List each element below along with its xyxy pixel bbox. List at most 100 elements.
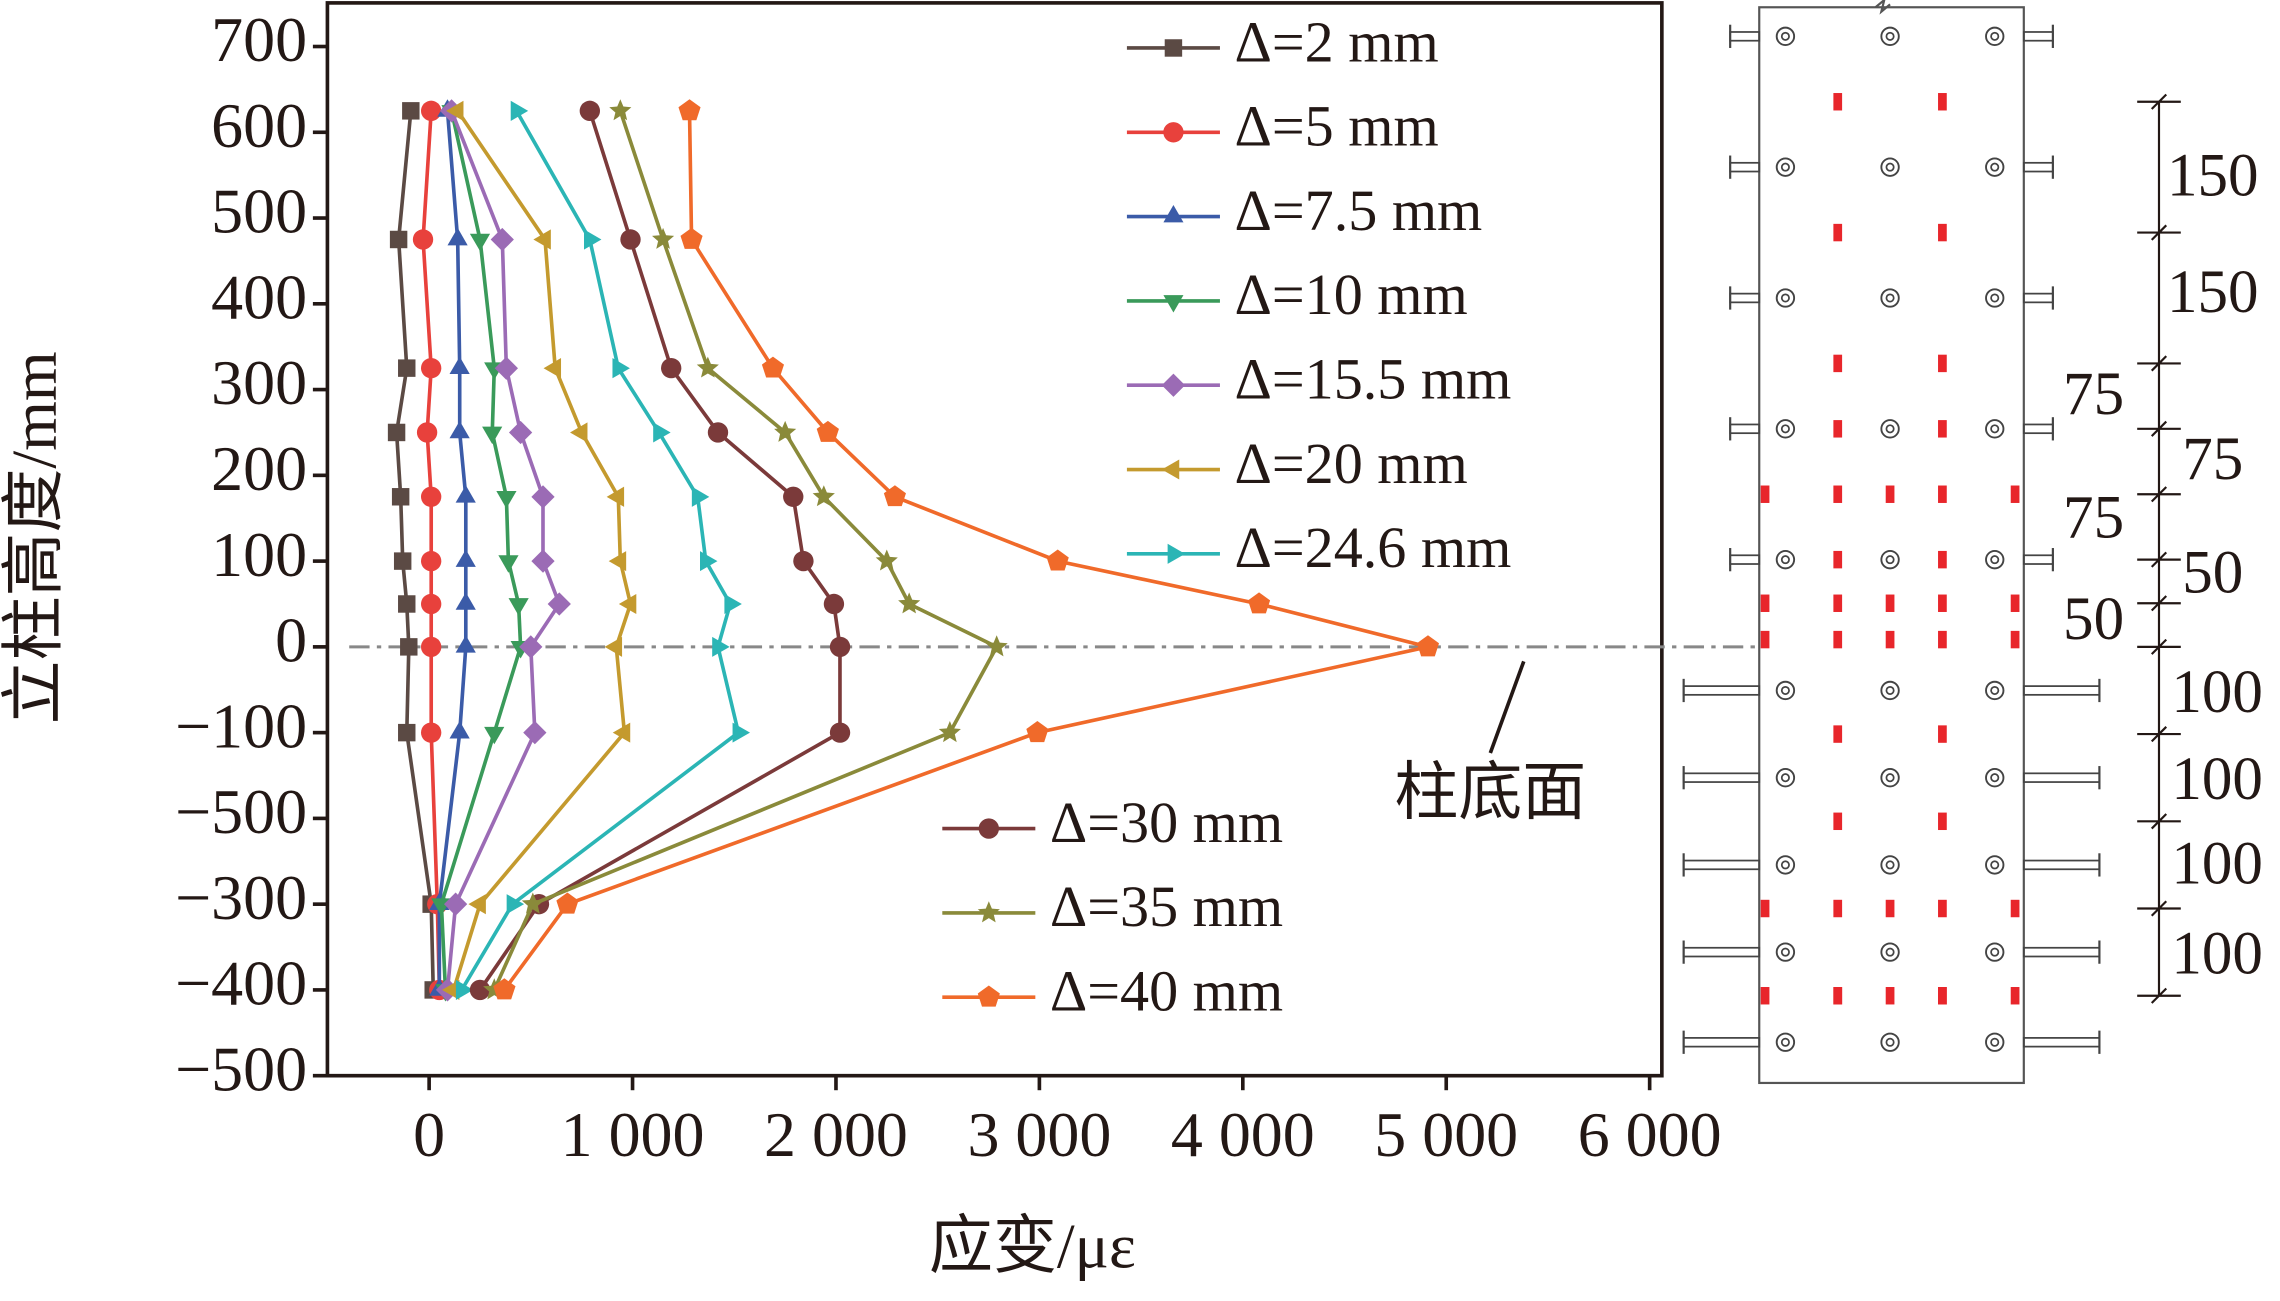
bolt-head — [1885, 773, 1895, 783]
bolt-head — [1985, 549, 2005, 570]
marker — [618, 593, 637, 615]
marker — [583, 229, 602, 250]
dimension-label: 75 — [2063, 484, 2124, 551]
bolt-head — [1985, 288, 2005, 308]
bolt-head — [1780, 293, 1790, 303]
gauge — [1885, 899, 1895, 918]
marker — [609, 99, 632, 121]
marker — [455, 979, 474, 1000]
x-tick-label: 5 000 — [1374, 1099, 1518, 1170]
gauge — [1833, 899, 1843, 918]
bolt-head — [1880, 157, 1900, 177]
marker — [490, 227, 514, 252]
bolt-head — [1985, 942, 2005, 962]
bolt-head — [1775, 680, 1796, 701]
bolt-head — [1885, 31, 1895, 41]
marker — [829, 722, 851, 743]
dimension-label: 150 — [2167, 259, 2259, 326]
marker — [398, 723, 416, 742]
dimension-tick — [2137, 551, 2181, 568]
legend-marker — [978, 818, 999, 839]
legend-marker — [1161, 373, 1186, 397]
gauge — [1833, 223, 1843, 242]
gauge — [1938, 223, 1947, 242]
y-tick-label: 100 — [211, 519, 307, 590]
marker — [612, 358, 630, 379]
gauge — [1833, 354, 1843, 373]
bolt-head — [1990, 1037, 2000, 1047]
marker — [732, 722, 750, 743]
marker — [391, 488, 410, 506]
marker — [898, 592, 921, 614]
gauge — [1885, 987, 1895, 1005]
marker — [699, 551, 718, 572]
gauge — [1938, 485, 1947, 503]
x-tick-label: 2 000 — [764, 1099, 908, 1170]
bolt-head — [1880, 1032, 1900, 1052]
marker — [612, 722, 631, 743]
bolt-head — [1775, 942, 1796, 962]
dimension-tick — [2137, 355, 2181, 372]
gauge — [1760, 987, 1770, 1005]
marker — [496, 491, 517, 509]
legend-label: Δ=35 mm — [1050, 874, 1283, 939]
legend-label: Δ=15.5 mm — [1234, 347, 1511, 412]
marker — [446, 100, 464, 121]
bolt — [1729, 292, 1761, 304]
dimension-tick — [2137, 726, 2181, 743]
legend-label: Δ=5 mm — [1234, 94, 1438, 159]
marker — [652, 227, 675, 249]
marker — [620, 229, 641, 250]
bolt-head — [1880, 768, 1900, 788]
marker — [604, 636, 623, 657]
break-mark — [1874, 0, 1891, 15]
legend-marker — [1163, 204, 1184, 223]
marker — [680, 227, 703, 249]
dimension-label: 75 — [2063, 361, 2124, 428]
gauge — [1833, 550, 1843, 569]
marker — [606, 486, 625, 507]
bolt-head — [1885, 860, 1895, 870]
marker — [416, 422, 438, 443]
bolt — [2022, 423, 2054, 435]
bolt — [1729, 554, 1761, 565]
bolt-head — [1990, 947, 2000, 957]
bolt-head — [1880, 855, 1900, 875]
y-tick-label: 300 — [211, 347, 307, 418]
bolt-head — [1775, 855, 1796, 875]
bolt-head — [1985, 419, 2005, 439]
y-tick-label: 700 — [211, 4, 307, 75]
marker — [506, 894, 525, 915]
x-tick-label: 3 000 — [967, 1099, 1111, 1170]
annotation-pointer — [1488, 660, 1526, 754]
bolt-head — [1880, 549, 1900, 570]
gauge — [1885, 630, 1895, 649]
marker — [724, 593, 742, 615]
marker — [1416, 635, 1440, 657]
bolt-head — [1985, 26, 2005, 47]
marker — [508, 420, 533, 445]
legend-marker — [977, 985, 1000, 1007]
bolt-head — [1880, 26, 1900, 47]
gauge — [1885, 594, 1895, 612]
marker — [985, 635, 1008, 657]
gauge — [1833, 93, 1843, 111]
marker — [447, 227, 468, 246]
bolt — [2022, 859, 2101, 871]
bolt-head — [1780, 773, 1790, 783]
marker — [420, 636, 442, 658]
bolt-head — [1985, 157, 2005, 177]
marker — [498, 555, 519, 573]
gauge — [1760, 594, 1770, 612]
bolt-head — [1990, 685, 2000, 695]
marker — [570, 422, 588, 443]
legend-label: Δ=7.5 mm — [1234, 178, 1482, 243]
bolt-head — [1990, 162, 2000, 172]
bolt-head — [1880, 419, 1900, 439]
dimension-label: 150 — [2167, 143, 2259, 210]
legend-label: Δ=40 mm — [1050, 959, 1283, 1024]
bolt — [2022, 685, 2101, 696]
dimension-tick — [2137, 420, 2181, 437]
bolt — [2022, 31, 2054, 42]
legend-label: Δ=30 mm — [1050, 790, 1283, 855]
